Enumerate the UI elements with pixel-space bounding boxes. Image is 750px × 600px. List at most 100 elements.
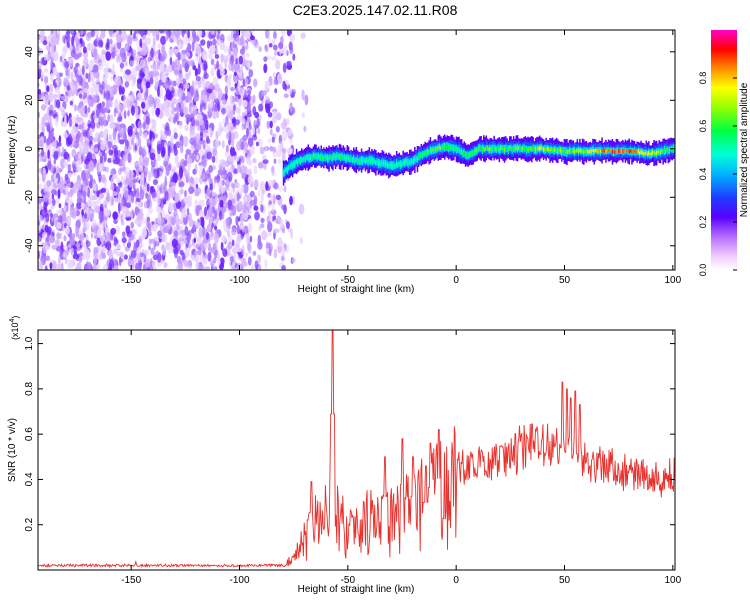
noise-speckle xyxy=(99,235,105,242)
noise-speckle xyxy=(150,127,154,132)
noise-speckle xyxy=(155,107,161,116)
ridge-segment xyxy=(603,148,606,153)
noise-speckle xyxy=(113,154,118,164)
x-tick-label: 50 xyxy=(559,275,571,286)
noise-speckle xyxy=(84,158,90,165)
noise-speckle xyxy=(271,215,275,222)
ridge-segment xyxy=(658,149,660,154)
noise-speckle xyxy=(54,239,60,247)
noise-speckle xyxy=(54,87,60,94)
ridge-segment xyxy=(415,156,417,160)
noise-speckle xyxy=(158,103,164,113)
noise-speckle xyxy=(224,122,227,127)
ridge-segment xyxy=(291,163,294,168)
ridge-segment xyxy=(450,145,452,150)
ridge-segment xyxy=(488,147,490,151)
noise-speckle xyxy=(197,30,203,38)
ridge-segment xyxy=(421,152,424,158)
noise-speckle xyxy=(44,181,48,192)
ridge-segment xyxy=(367,159,369,164)
noise-speckle xyxy=(145,258,150,268)
noise-speckle xyxy=(185,148,191,155)
noise-speckle xyxy=(90,191,94,199)
noise-speckle xyxy=(105,51,111,61)
noise-speckle xyxy=(173,208,178,217)
noise-speckle xyxy=(241,184,244,194)
noise-speckle xyxy=(245,233,249,245)
noise-speckle xyxy=(99,154,103,165)
noise-speckle xyxy=(213,107,218,112)
noise-speckle xyxy=(236,141,242,151)
noise-speckle xyxy=(151,119,157,128)
noise-speckle xyxy=(194,262,199,270)
ridge-segment xyxy=(545,147,547,151)
ridge-segment xyxy=(333,154,335,158)
noise-speckle xyxy=(75,126,79,134)
ridge-segment xyxy=(419,154,421,158)
noise-speckle xyxy=(38,183,43,192)
ridge-segment xyxy=(522,147,524,151)
noise-speckle xyxy=(102,58,107,67)
noise-speckle xyxy=(135,98,138,109)
noise-speckle xyxy=(93,40,98,46)
noise-speckle xyxy=(195,221,201,228)
noise-speckle xyxy=(120,111,124,117)
noise-speckle xyxy=(124,81,130,88)
noise-speckle xyxy=(208,107,212,115)
noise-speckle xyxy=(241,111,246,117)
spectrogram-y-label: Frequency (Hz) xyxy=(7,116,18,185)
noise-speckle xyxy=(209,197,212,204)
noise-speckle xyxy=(225,93,228,100)
ridge-segment xyxy=(324,155,326,159)
ridge-segment xyxy=(393,163,395,167)
noise-speckle xyxy=(195,75,201,82)
noise-speckle xyxy=(76,201,82,210)
snr-panel: -150 -100 -50 0 50 100 0.2 0.4 0.6 0.8 1.0 Height … xyxy=(7,316,682,595)
noise-speckle xyxy=(233,155,240,162)
x-tick-label: 100 xyxy=(664,575,681,586)
noise-speckle xyxy=(38,214,43,222)
noise-speckle xyxy=(75,116,82,122)
noise-speckle xyxy=(255,141,259,147)
ridge-segment xyxy=(636,150,638,154)
noise-speckle xyxy=(119,67,124,73)
noise-speckle xyxy=(75,226,79,238)
noise-speckle xyxy=(69,206,75,214)
ridge-segment xyxy=(642,152,645,155)
noise-speckle xyxy=(126,34,132,44)
noise-speckle xyxy=(196,235,202,245)
noise-speckle xyxy=(189,176,194,184)
noise-speckle xyxy=(86,222,90,231)
ridge-segment xyxy=(519,146,521,151)
ridge-segment xyxy=(538,146,541,151)
noise-speckle xyxy=(278,186,284,192)
noise-speckle xyxy=(50,59,53,70)
noise-speckle xyxy=(167,244,172,254)
ridge-segment xyxy=(453,147,455,151)
noise-speckle xyxy=(98,142,101,151)
noise-speckle xyxy=(241,244,245,256)
noise-speckle xyxy=(249,190,255,198)
ridge-segment xyxy=(341,155,343,158)
noise-speckle xyxy=(235,57,238,65)
ridge-segment xyxy=(502,147,504,151)
noise-speckle xyxy=(38,198,43,204)
noise-speckle xyxy=(98,163,104,172)
noise-speckle xyxy=(123,170,128,175)
noise-speckle xyxy=(118,256,122,267)
noise-speckle xyxy=(251,30,255,34)
noise-speckle xyxy=(38,68,42,75)
ridge-segment xyxy=(376,160,378,164)
noise-speckle xyxy=(175,112,180,119)
ridge-segment xyxy=(613,150,615,153)
noise-speckle xyxy=(124,177,131,186)
ridge-segment xyxy=(372,159,374,164)
ridge-segment xyxy=(497,146,499,151)
ridge-segment xyxy=(388,163,390,168)
noise-speckle xyxy=(75,132,80,143)
ridge-segment xyxy=(600,149,602,153)
noise-speckle xyxy=(204,266,210,270)
noise-speckle xyxy=(42,232,47,240)
noise-speckle xyxy=(212,182,216,190)
noise-speckle xyxy=(303,125,307,132)
